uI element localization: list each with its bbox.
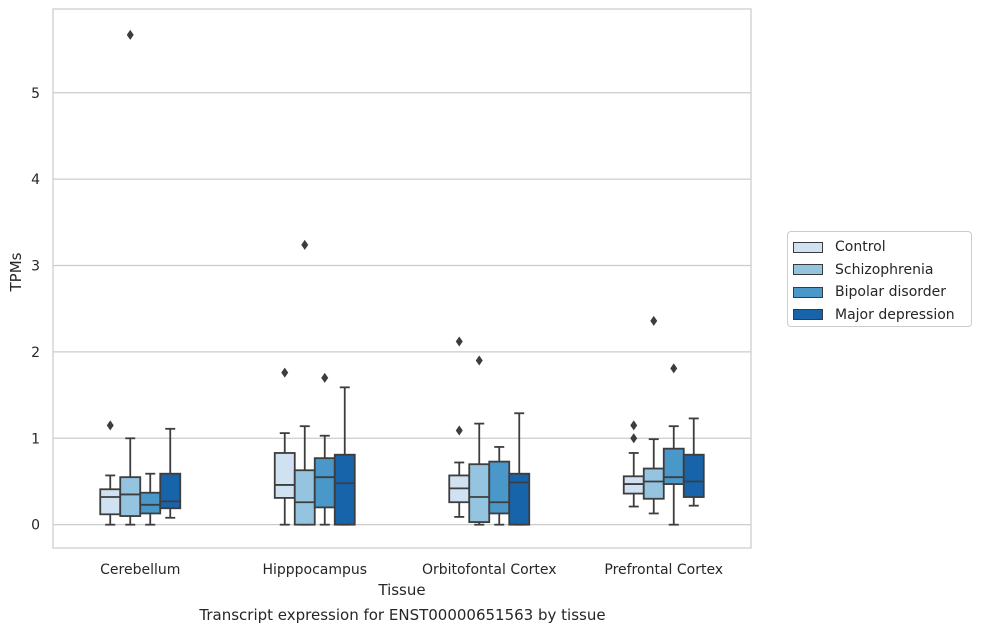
legend-swatch	[793, 286, 823, 298]
box-iqr	[273, 452, 296, 499]
outlier-point	[455, 425, 463, 436]
y-tick-labels: 0 1 2 3 4 5	[31, 86, 40, 534]
box-iqr	[99, 488, 122, 516]
x-tick-label: Cerebellum	[100, 562, 180, 578]
outlier-point	[650, 315, 658, 326]
box-iqr	[119, 476, 142, 517]
x-tick-label: Prefrontal Cortex	[604, 562, 723, 578]
box-iqr	[293, 469, 316, 526]
legend-swatch	[793, 264, 823, 276]
box-iqr	[508, 472, 531, 526]
legend-swatch	[793, 241, 823, 253]
box-bipolar-disorder	[139, 472, 162, 526]
box-bipolar-disorder	[488, 446, 511, 526]
box-major-depression	[682, 417, 705, 507]
y-tick-label: 3	[31, 259, 40, 275]
y-tick-label: 0	[31, 518, 40, 534]
box-schizophrenia	[642, 315, 665, 515]
legend-label: Bipolar disorder	[835, 284, 947, 301]
outlier-point	[630, 420, 638, 431]
chart-caption: Transcript expression for ENST0000065156…	[199, 606, 606, 624]
box-major-depression	[159, 427, 182, 519]
outlier-point	[126, 29, 134, 40]
box-iqr	[662, 447, 685, 485]
legend-swatch	[793, 309, 823, 321]
outlier-point	[301, 239, 309, 250]
y-axis-label: TPMs	[7, 252, 25, 292]
box-schizophrenia	[119, 29, 142, 526]
boxes	[99, 29, 705, 526]
outlier-point	[281, 367, 289, 378]
legend-item: Bipolar disorder	[793, 281, 971, 304]
legend: Control Schizophrenia Bipolar disorder Majo…	[787, 231, 972, 327]
outlier-point	[106, 420, 114, 431]
box-iqr	[333, 453, 356, 526]
box-iqr	[159, 472, 182, 510]
x-tick-label: Orbitofontal Cortex	[422, 562, 557, 578]
box-iqr	[139, 491, 162, 515]
box-control	[448, 336, 471, 518]
box-iqr	[642, 467, 665, 500]
y-tick-label: 5	[31, 86, 40, 102]
legend-item: Major depression	[793, 304, 971, 327]
outlier-point	[475, 355, 483, 366]
box-bipolar-disorder	[662, 363, 685, 526]
outlier-point	[455, 336, 463, 347]
box-iqr	[682, 453, 705, 498]
x-axis-label: Tissue	[377, 581, 425, 599]
x-tick-labels: Cerebellum Hipppocampus Orbitofontal Corte…	[100, 562, 723, 578]
box-major-depression	[333, 386, 356, 526]
box-schizophrenia	[468, 355, 491, 526]
box-iqr	[313, 457, 336, 509]
box-iqr	[488, 460, 511, 515]
plot-frame	[52, 8, 752, 549]
outlier-point	[630, 433, 638, 444]
legend-label: Control	[835, 239, 886, 256]
y-tick-label: 4	[31, 172, 40, 188]
legend-label: Major depression	[835, 306, 955, 323]
box-iqr	[468, 463, 491, 523]
box-schizophrenia	[293, 239, 316, 526]
outlier-point	[321, 372, 329, 383]
box-control	[273, 367, 296, 526]
box-major-depression	[508, 412, 531, 526]
legend-label: Schizophrenia	[835, 261, 934, 278]
gridlines	[53, 92, 751, 526]
y-tick-label: 1	[31, 431, 40, 447]
box-control	[622, 420, 645, 508]
outlier-point	[670, 363, 678, 374]
box-control	[99, 420, 122, 526]
y-tick-label: 2	[31, 345, 40, 361]
legend-item: Schizophrenia	[793, 259, 971, 282]
box-bipolar-disorder	[313, 372, 336, 526]
x-tick-label: Hipppocampus	[262, 562, 367, 578]
legend-item: Control	[793, 236, 971, 259]
